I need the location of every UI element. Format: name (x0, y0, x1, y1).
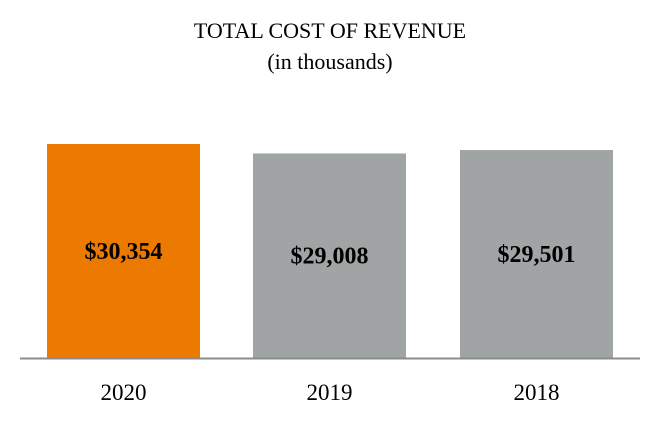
data-label: $29,008 (291, 244, 369, 270)
x-tick-label: 2019 (307, 380, 353, 405)
chart-subtitle: (in thousands) (267, 49, 393, 74)
bar-2020 (47, 144, 200, 358)
bar-2019 (253, 153, 406, 358)
data-label: $30,354 (85, 239, 163, 265)
x-tick-label: 2020 (101, 380, 147, 405)
chart-title: TOTAL COST OF REVENUE (193, 18, 467, 43)
x-tick-label: 2018 (514, 380, 560, 405)
data-label: $29,501 (498, 242, 576, 268)
bar-2018 (460, 150, 613, 358)
